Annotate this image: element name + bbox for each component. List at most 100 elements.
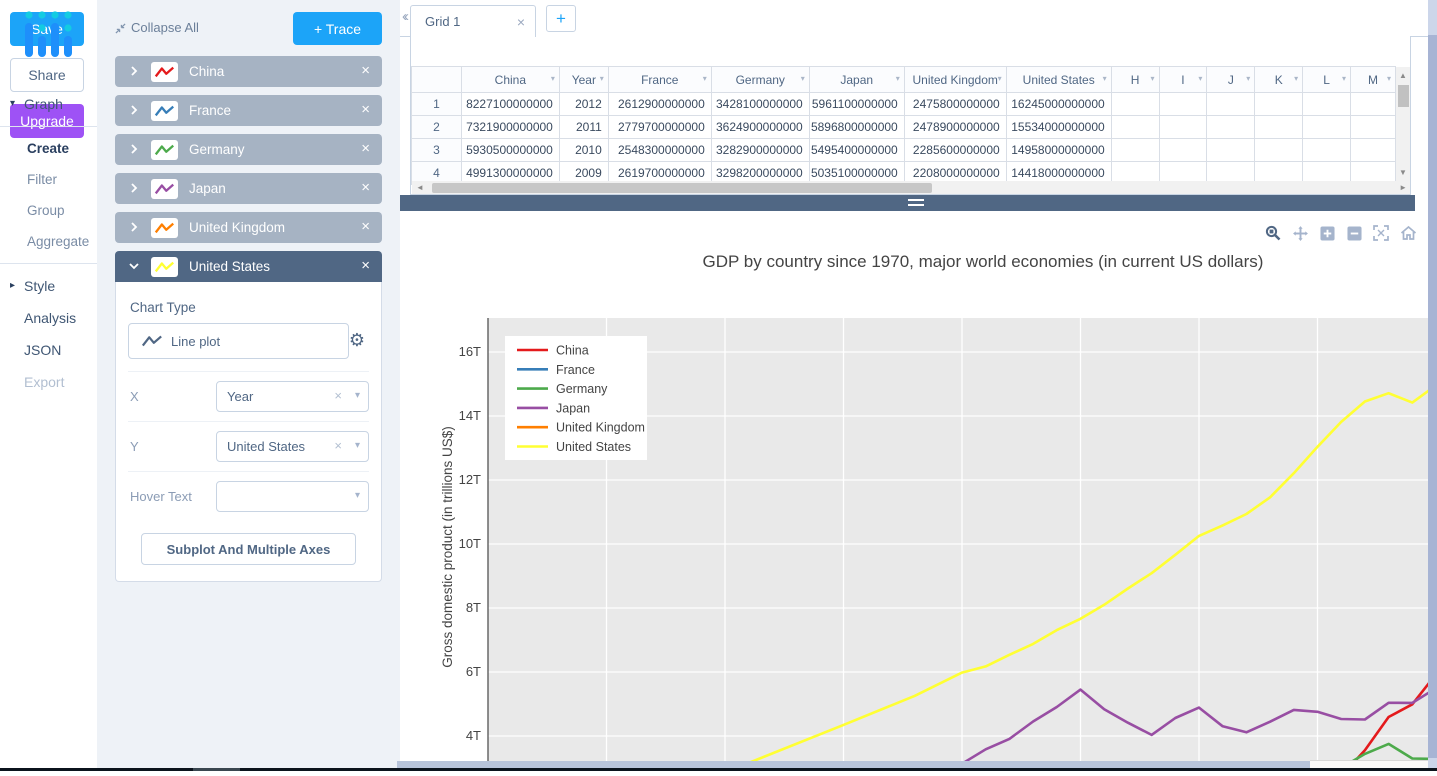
table-cell[interactable]: 2548300000000 (608, 139, 711, 162)
sidebar-item-group[interactable]: Group (0, 195, 97, 226)
column-menu-icon[interactable]: ▾ (1246, 74, 1250, 83)
page-vertical-scrollbar[interactable] (1428, 0, 1437, 771)
table-cell[interactable]: 2779700000000 (608, 116, 711, 139)
table-cell[interactable] (1255, 116, 1303, 139)
column-header-year[interactable]: Year▾ (559, 67, 608, 93)
table-cell[interactable]: 2012 (559, 93, 608, 116)
table-cell[interactable] (1351, 93, 1396, 116)
y-select[interactable]: United States×▾ (216, 431, 369, 462)
scroll-down-icon[interactable]: ▼ (1399, 168, 1407, 177)
chart-type-select[interactable]: Line plot (128, 323, 349, 359)
column-menu-icon[interactable]: ▾ (1387, 74, 1391, 83)
gear-icon[interactable]: ⚙ (349, 330, 365, 351)
share-button[interactable]: Share (10, 58, 84, 92)
column-menu-icon[interactable]: ▾ (1103, 74, 1107, 83)
panel-resize-divider[interactable] (400, 195, 1415, 211)
row-number[interactable]: 1 (412, 93, 462, 116)
scroll-up-icon[interactable]: ▲ (1399, 71, 1407, 80)
delete-trace-icon[interactable]: × (361, 101, 370, 118)
table-cell[interactable]: 5896800000000 (809, 116, 904, 139)
chart-title[interactable]: GDP by country since 1970, major world e… (703, 252, 1264, 271)
column-header-i[interactable]: I▾ (1159, 67, 1207, 93)
table-cell[interactable]: 2011 (559, 116, 608, 139)
zoom-out-icon[interactable] (1344, 223, 1364, 243)
sidebar-item-aggregate[interactable]: Aggregate (0, 226, 97, 257)
close-tab-icon[interactable]: × (517, 14, 525, 30)
clear-icon[interactable]: × (334, 388, 342, 403)
table-cell[interactable]: 15534000000000 (1006, 116, 1111, 139)
delete-trace-icon[interactable]: × (361, 140, 370, 157)
table-cell[interactable]: 7321900000000 (461, 116, 559, 139)
delete-trace-icon[interactable]: × (361, 218, 370, 235)
sidebar-item-style[interactable]: ▸Style (0, 270, 97, 302)
delete-trace-icon[interactable]: × (361, 62, 370, 79)
column-header-united-kingdom[interactable]: United Kingdom▾ (904, 67, 1006, 93)
table-cell[interactable]: 2478900000000 (904, 116, 1006, 139)
table-cell[interactable]: 2612900000000 (608, 93, 711, 116)
delete-trace-icon[interactable]: × (361, 179, 370, 196)
zoom-in-icon[interactable] (1317, 223, 1337, 243)
column-menu-icon[interactable]: ▾ (600, 74, 604, 83)
legend-label-united-states[interactable]: United States (556, 440, 631, 454)
legend-label-japan[interactable]: Japan (556, 401, 590, 415)
column-menu-icon[interactable]: ▾ (1198, 74, 1202, 83)
column-header-k[interactable]: K▾ (1255, 67, 1303, 93)
y-axis-title[interactable]: Gross domestic product (in trillions US$… (440, 426, 455, 668)
column-header-h[interactable]: H▾ (1111, 67, 1159, 93)
tab-grid-1[interactable]: Grid 1 × (410, 5, 536, 37)
scroll-left-icon[interactable]: ◄ (416, 183, 424, 192)
reset-axes-icon[interactable] (1398, 223, 1418, 243)
column-header[interactable] (412, 67, 462, 93)
column-menu-icon[interactable]: ▾ (1294, 74, 1298, 83)
table-cell[interactable]: 5930500000000 (461, 139, 559, 162)
table-cell[interactable] (1111, 116, 1159, 139)
column-header-m[interactable]: M▾ (1351, 67, 1396, 93)
column-menu-icon[interactable]: ▾ (1151, 74, 1155, 83)
autoscale-icon[interactable] (1371, 223, 1391, 243)
table-cell[interactable] (1303, 139, 1351, 162)
hscroll-thumb[interactable] (432, 183, 932, 193)
column-header-l[interactable]: L▾ (1303, 67, 1351, 93)
table-cell[interactable]: 5961100000000 (809, 93, 904, 116)
table-cell[interactable] (1159, 93, 1207, 116)
column-menu-icon[interactable]: ▾ (896, 74, 900, 83)
sidebar-item-graph[interactable]: ▾Graph (0, 88, 97, 120)
table-cell[interactable]: 3428100000000 (711, 93, 809, 116)
hover-text-select[interactable]: ▾ (216, 481, 369, 512)
table-cell[interactable] (1207, 116, 1255, 139)
table-cell[interactable]: 5495400000000 (809, 139, 904, 162)
trace-fold-united-kingdom[interactable]: United Kingdom× (115, 212, 382, 243)
table-cell[interactable]: 2285600000000 (904, 139, 1006, 162)
scroll-right-icon[interactable]: ► (1399, 183, 1407, 192)
table-cell[interactable] (1207, 139, 1255, 162)
column-header-china[interactable]: China▾ (461, 67, 559, 93)
column-header-j[interactable]: J▾ (1207, 67, 1255, 93)
column-menu-icon[interactable]: ▾ (1342, 74, 1346, 83)
sidebar-item-analysis[interactable]: Analysis (0, 302, 97, 334)
sidebar-item-create[interactable]: Create (0, 133, 97, 164)
table-horizontal-scrollbar[interactable]: ◄ ► (412, 181, 1411, 195)
legend-label-united-kingdom[interactable]: United Kingdom (556, 421, 645, 435)
table-cell[interactable] (1351, 139, 1396, 162)
table-cell[interactable]: 3624900000000 (711, 116, 809, 139)
clear-icon[interactable]: × (334, 438, 342, 453)
trace-fold-china[interactable]: China× (115, 56, 382, 87)
table-cell[interactable] (1351, 116, 1396, 139)
table-cell[interactable] (1207, 93, 1255, 116)
sidebar-item-export[interactable]: Export (0, 366, 97, 398)
trace-fold-united-states[interactable]: United States× (115, 251, 382, 282)
trace-fold-france[interactable]: France× (115, 95, 382, 126)
table-cell[interactable]: 16245000000000 (1006, 93, 1111, 116)
zoom-icon[interactable] (1263, 223, 1283, 243)
table-cell[interactable] (1111, 139, 1159, 162)
column-header-japan[interactable]: Japan▾ (809, 67, 904, 93)
table-cell[interactable]: 2475800000000 (904, 93, 1006, 116)
table-cell[interactable] (1255, 93, 1303, 116)
column-menu-icon[interactable]: ▾ (801, 74, 805, 83)
column-header-united-states[interactable]: United States▾ (1006, 67, 1111, 93)
table-cell[interactable] (1159, 139, 1207, 162)
table-cell[interactable] (1111, 93, 1159, 116)
subplot-multiple-axes-button[interactable]: Subplot And Multiple Axes (141, 533, 356, 565)
table-cell[interactable]: 3282900000000 (711, 139, 809, 162)
delete-trace-icon[interactable]: × (361, 257, 370, 274)
